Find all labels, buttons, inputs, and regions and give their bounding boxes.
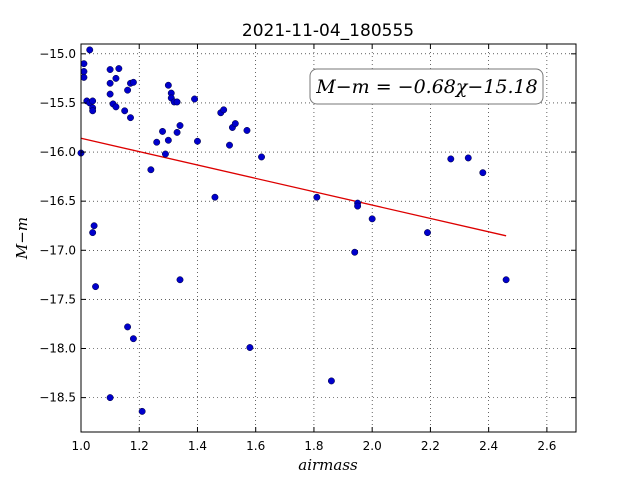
data-point (194, 137, 201, 145)
y-tick-label: −16.0 (39, 145, 76, 159)
data-point (231, 120, 239, 128)
data-point (80, 73, 88, 81)
data-point (80, 68, 88, 75)
y-axis-ticks: −15.0 −15.5 −16.0 −16.5 −17.0 −17.5 −18.0 −18.5 (39, 47, 576, 405)
data-point (164, 136, 172, 144)
data-point (153, 138, 161, 146)
data-point (129, 78, 137, 86)
x-axis-label: airmass (298, 456, 358, 474)
plot-frame (80, 43, 577, 433)
data-point (173, 98, 181, 106)
data-point (313, 193, 321, 201)
x-tick-label: 1.8 (304, 439, 323, 453)
data-point (121, 107, 129, 115)
data-point (173, 128, 181, 136)
data-point (112, 103, 120, 111)
equation-legend: M−m = −0.68χ−15.18 (309, 68, 544, 105)
data-point (127, 114, 134, 122)
equation-text: M−m = −0.68χ−15.18 (315, 76, 537, 98)
data-point (106, 90, 114, 98)
data-point (424, 229, 431, 237)
data-point (92, 283, 100, 291)
data-point (246, 344, 254, 351)
x-tick-label: 2.0 (363, 439, 382, 453)
data-point (220, 106, 228, 114)
data-point (327, 377, 335, 385)
x-tick-label: 1.4 (188, 439, 207, 453)
data-point (124, 323, 132, 331)
data-point (164, 81, 172, 89)
data-point (502, 276, 510, 284)
data-point (354, 202, 362, 210)
data-point (138, 407, 146, 415)
fit-line-segment (80, 137, 507, 237)
data-point (258, 153, 265, 161)
data-point (176, 276, 184, 284)
plot-background (81, 44, 576, 432)
data-point (211, 193, 219, 201)
data-point (89, 229, 97, 237)
data-point (226, 141, 233, 149)
data-point (159, 127, 166, 135)
data-point (447, 155, 455, 163)
fit-line (80, 137, 507, 237)
y-tick-label: −17.0 (39, 243, 76, 257)
y-tick-label: −18.5 (39, 391, 76, 405)
data-point (106, 66, 114, 73)
data-point (86, 46, 94, 54)
y-tick-label: −17.5 (39, 292, 76, 306)
data-point (176, 122, 184, 129)
y-tick-label: −15.0 (39, 47, 76, 61)
equation-box (309, 68, 544, 105)
data-point (479, 169, 487, 177)
data-point (129, 335, 137, 343)
data-point (115, 65, 123, 73)
data-point (161, 150, 169, 158)
x-tick-label: 1.6 (246, 439, 265, 453)
data-point (124, 86, 132, 94)
data-point (191, 95, 199, 103)
x-axis-ticks: 1.0 1.2 1.4 1.6 1.8 2.0 2.2 2.4 2.6 (71, 44, 556, 453)
data-point (106, 394, 114, 402)
y-tick-label: −16.5 (39, 194, 76, 208)
data-point (243, 126, 251, 134)
data-point (89, 107, 97, 115)
data-point (80, 60, 88, 68)
y-axis-label: M−m (13, 217, 31, 260)
data-point (90, 222, 98, 230)
y-tick-label: −18.0 (39, 342, 76, 356)
data-point (89, 97, 97, 105)
x-tick-label: 1.0 (71, 439, 90, 453)
data-point (368, 215, 376, 223)
x-tick-label: 1.2 (130, 439, 149, 453)
chart-title: 2021-11-04_180555 (242, 21, 414, 41)
data-point (464, 154, 472, 162)
data-point (112, 74, 120, 82)
data-point (106, 79, 114, 87)
x-tick-label: 2.6 (537, 439, 556, 453)
x-tick-label: 2.2 (421, 439, 440, 453)
y-tick-label: −15.5 (39, 96, 76, 110)
data-point (351, 248, 359, 256)
data-point (147, 166, 155, 174)
x-tick-label: 2.4 (479, 439, 498, 453)
